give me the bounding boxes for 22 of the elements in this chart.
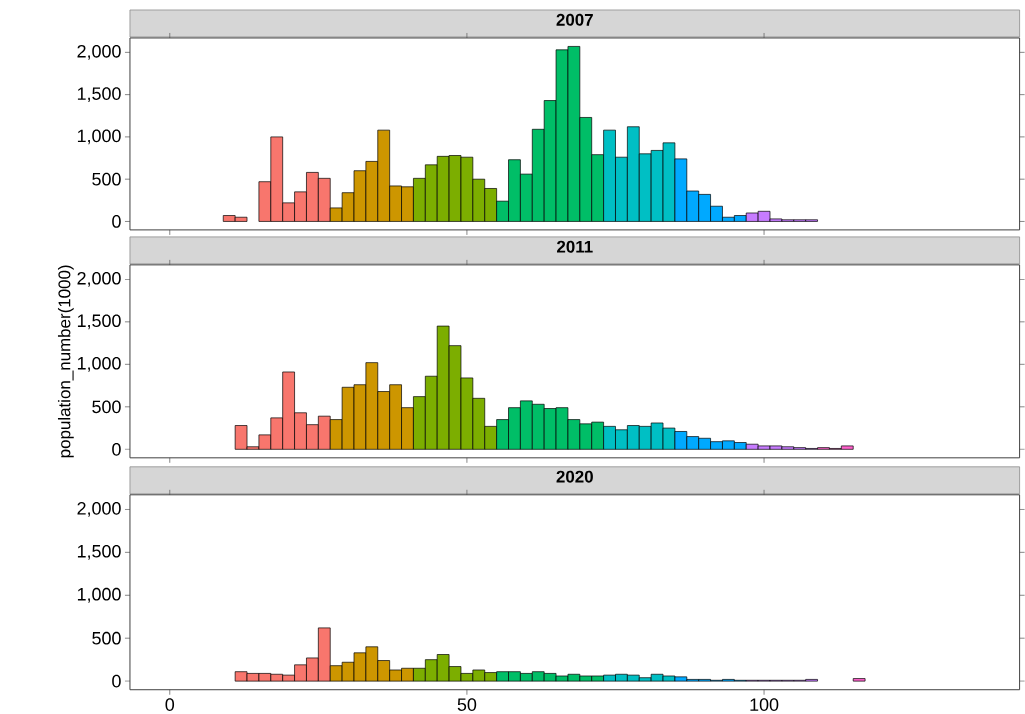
y-tick-label: 1,500 <box>77 544 121 560</box>
chart-title: 2011 <box>557 240 593 253</box>
y-tick-label: 500 <box>92 631 121 645</box>
y-axis-title: population_number(1000) <box>57 265 74 458</box>
y-tick-label: 500 <box>92 400 121 414</box>
x-tick-label: 100 <box>750 698 779 711</box>
chart-title: 2007 <box>556 13 593 26</box>
y-tick-label: 0 <box>112 674 121 688</box>
y-tick-label: 2,000 <box>77 271 121 287</box>
y-tick-label: 1,000 <box>77 356 121 372</box>
y-tick-label: 1,500 <box>77 314 121 330</box>
x-tick-label: 0 <box>165 698 175 711</box>
x-tick-label: 50 <box>457 698 477 711</box>
y-tick-label: 500 <box>92 172 121 186</box>
y-tick-label: 1,000 <box>77 587 121 603</box>
y-tick-label: 2,000 <box>77 44 121 60</box>
chart-title: 2020 <box>556 470 593 483</box>
y-tick-label: 0 <box>112 214 121 228</box>
y-tick-label: 2,000 <box>77 501 121 517</box>
y-tick-label: 0 <box>112 442 121 456</box>
y-tick-label: 1,500 <box>77 87 121 102</box>
y-tick-label: 1,000 <box>77 129 121 145</box>
